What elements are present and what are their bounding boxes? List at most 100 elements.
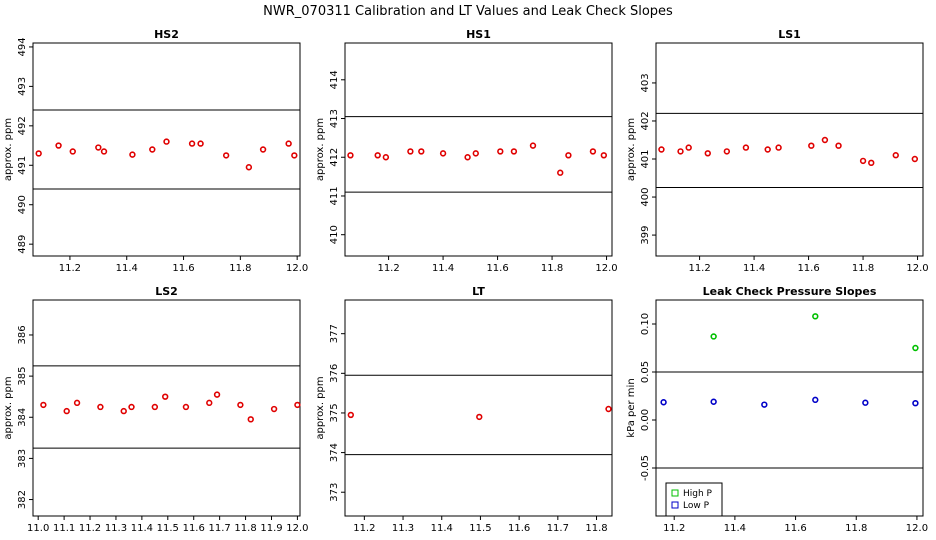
ls1-data-point: [764, 146, 771, 153]
ls1-title: LS1: [778, 28, 801, 41]
ls2-x-tick-label: 11.8: [234, 523, 256, 534]
lt-y-axis-label: approx. ppm: [315, 376, 326, 439]
leak-data-point: [862, 399, 869, 406]
hs1-data-point: [382, 154, 390, 161]
lt-y-tick-label: 376: [329, 364, 340, 383]
hs2-title: HS2: [154, 28, 179, 41]
hs2-y-tick-label: 489: [17, 235, 28, 254]
hs2-data-point: [163, 138, 170, 145]
lt-x-tick-label: 11.6: [508, 523, 530, 534]
ls2-data-point: [213, 391, 221, 398]
ls1-data-point: [677, 148, 684, 155]
ls1-data-point: [808, 142, 815, 149]
hs2-data-point: [197, 140, 204, 147]
ls1-data-point: [704, 150, 711, 157]
leak-x-tick-label: 11.2: [663, 523, 685, 534]
ls1-y-tick-label: 403: [640, 73, 651, 92]
ls1-x-tick-label: 11.2: [688, 263, 710, 274]
ls1-data-point: [723, 148, 731, 155]
ls1-y-tick-label: 399: [640, 226, 651, 245]
lt-x-tick-label: 11.5: [469, 523, 491, 534]
ls2-data-point: [120, 407, 127, 415]
hs1-data-point: [464, 154, 471, 161]
hs2-data-point: [188, 140, 196, 147]
ls1-data-point: [911, 155, 919, 163]
lt-data-point: [476, 413, 483, 421]
hs1-data-point: [565, 152, 572, 159]
ls2-data-point: [73, 399, 81, 407]
hs1-data-point: [589, 148, 597, 155]
hs1-data-point: [529, 142, 537, 149]
ls2-data-point: [128, 403, 135, 411]
hs1-data-point: [374, 152, 381, 159]
lt-x-tick-label: 11.7: [547, 523, 569, 534]
panel-ls2: LS2 approx. ppm 11.0 11.1 11.2 11.3 11.4 11.5 11…: [3, 285, 309, 534]
hs1-plot-frame: [344, 42, 613, 257]
lt-y-tick-label: 373: [329, 483, 340, 502]
leak-legend-swatch: [671, 489, 679, 497]
ls2-y-tick-label: 384: [17, 408, 28, 427]
hs1-data-point: [557, 169, 564, 176]
ls2-plot-frame: [32, 299, 301, 517]
hs1-y-tick-label: 413: [329, 109, 340, 128]
hs1-x-tick-label: 11.8: [541, 263, 563, 274]
leak-x-tick-label: 11.4: [724, 523, 746, 534]
lt-x-tick-label: 11.8: [585, 523, 607, 534]
panel-hs2: HS2 approx. ppm 11.2 11.4 11.6 11.8 12.0 489 490…: [3, 28, 308, 274]
hs1-data-point: [418, 148, 425, 155]
ls2-data-point: [63, 407, 70, 415]
leak-data-point: [710, 333, 717, 340]
lt-y-tick-label: 377: [329, 324, 340, 343]
ls2-y-tick-label: 383: [17, 449, 28, 468]
figure-title: NWR_070311 Calibration and LT Values and…: [263, 4, 673, 19]
leak-legend-swatch: [671, 501, 679, 509]
hs2-y-tick-label: 492: [17, 116, 28, 135]
panel-leak: Leak Check Pressure Slopes kPa per min 11.…: [626, 285, 928, 534]
ls1-data-point: [775, 144, 782, 151]
hs1-data-point: [600, 152, 608, 159]
lt-data-point: [347, 411, 355, 419]
leak-data-point: [660, 399, 667, 406]
hs2-data-point: [222, 152, 230, 159]
ls2-data-point: [40, 401, 47, 409]
ls1-y-tick-label: 402: [640, 111, 651, 130]
leak-y-axis-label: kPa per min: [626, 378, 637, 437]
hs1-y-axis-label: approx. ppm: [315, 118, 326, 181]
ls2-x-tick-label: 11.4: [131, 523, 153, 534]
ls2-data-point: [270, 405, 278, 413]
hs2-data-point: [129, 151, 136, 158]
hs2-y-tick-label: 491: [17, 156, 28, 175]
leak-x-tick-label: 12.0: [906, 523, 928, 534]
leak-data-point: [710, 398, 717, 405]
hs2-x-tick-label: 12.0: [286, 263, 308, 274]
hs1-title: HS1: [466, 28, 491, 41]
leak-data-point: [761, 401, 768, 408]
hs2-data-point: [291, 152, 298, 159]
ls1-y-axis-label: approx. ppm: [626, 118, 637, 181]
leak-legend-label: Low P: [683, 501, 710, 511]
lt-x-tick-label: 11.3: [392, 523, 414, 534]
lt-x-tick-label: 11.2: [353, 523, 375, 534]
ls2-x-tick-label: 11.3: [105, 523, 127, 534]
ls2-y-tick-label: 385: [17, 367, 28, 386]
hs2-x-tick-label: 11.2: [59, 263, 81, 274]
ls1-data-point: [685, 144, 692, 151]
ls1-y-tick-label: 401: [640, 149, 651, 168]
ls1-x-tick-label: 11.6: [797, 263, 819, 274]
hs2-x-tick-label: 11.6: [172, 263, 194, 274]
ls2-x-tick-label: 11.2: [79, 523, 101, 534]
ls2-data-point: [237, 401, 244, 409]
lt-x-tick-label: 11.4: [431, 523, 453, 534]
leak-data-point: [812, 396, 819, 404]
ls1-x-tick-label: 11.8: [852, 263, 874, 274]
panel-lt: LT approx. ppm 11.2 11.3 11.4 11.5 11.6 11.7 11.…: [315, 285, 613, 534]
hs1-x-tick-label: 11.4: [432, 263, 454, 274]
ls2-x-tick-label: 11.5: [157, 523, 179, 534]
hs1-y-tick-label: 411: [329, 186, 340, 205]
ls1-data-point: [835, 142, 842, 149]
panel-ls1: LS1 approx. ppm 11.2 11.4 11.6 11.8 12.0 399 400…: [626, 28, 929, 274]
hs2-y-tick-label: 490: [17, 195, 28, 214]
leak-data-point: [912, 400, 919, 407]
hs1-y-tick-label: 414: [329, 70, 340, 89]
leak-data-point: [812, 313, 819, 320]
